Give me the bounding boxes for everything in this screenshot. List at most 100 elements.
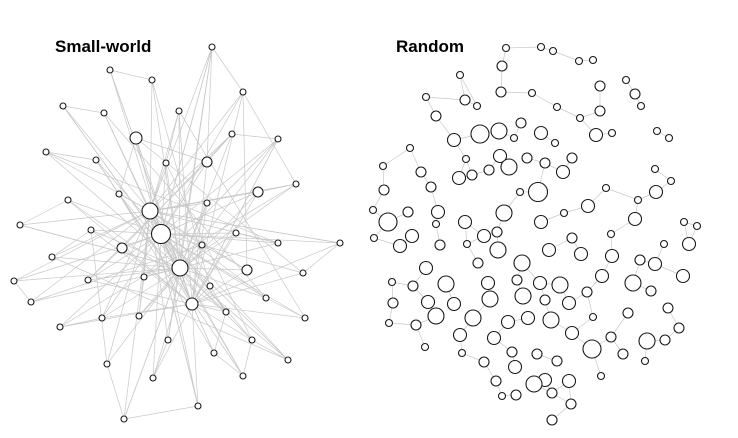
random-node	[501, 43, 511, 53]
small-world-edge	[135, 137, 304, 274]
small-world-node	[87, 226, 95, 234]
small-world-edge	[138, 210, 151, 317]
small-world-edge	[179, 138, 279, 269]
small-world-edge	[178, 110, 306, 319]
small-world-edge	[151, 79, 181, 269]
random-node	[384, 318, 394, 328]
random-node	[662, 302, 674, 314]
random-node	[664, 133, 674, 143]
small-world-node	[208, 43, 216, 51]
small-world-edge	[67, 199, 162, 235]
small-world-edge	[191, 232, 237, 305]
random-edge	[531, 92, 558, 108]
small-world-node	[171, 259, 189, 277]
small-world-edge	[59, 233, 162, 328]
random-node	[378, 161, 388, 171]
random-node	[647, 256, 663, 272]
small-world-node	[106, 66, 114, 74]
small-world-node	[10, 277, 18, 285]
random-node	[431, 219, 441, 229]
small-world-edge	[206, 46, 213, 163]
random-node	[514, 287, 532, 305]
random-node	[633, 195, 643, 205]
small-world-edge	[103, 112, 267, 299]
small-world-node	[120, 415, 128, 423]
small-world-edge	[265, 297, 306, 319]
random-nodes	[368, 42, 702, 426]
random-node	[405, 143, 415, 153]
small-world-edge	[106, 210, 151, 365]
small-world-edge	[160, 233, 289, 361]
small-world-edge	[160, 233, 267, 299]
random-node	[573, 246, 589, 262]
random-node	[457, 348, 467, 358]
small-world-edge	[235, 232, 279, 244]
random-node	[490, 122, 508, 140]
random-node	[675, 268, 691, 284]
random-node	[446, 132, 462, 148]
random-node	[648, 184, 664, 200]
random-node	[478, 356, 490, 368]
small-world-node	[274, 135, 282, 143]
random-node	[452, 327, 468, 343]
random-node	[495, 86, 507, 98]
small-world-edge	[179, 267, 289, 361]
random-node	[636, 101, 646, 111]
small-world-node	[194, 402, 202, 410]
random-node	[457, 214, 473, 230]
small-world-edge	[87, 161, 208, 281]
random-node	[507, 359, 523, 375]
random-node	[472, 101, 482, 111]
small-world-edge	[251, 339, 289, 361]
random-node	[418, 260, 434, 276]
small-world-node	[262, 294, 270, 302]
small-world-edge	[160, 233, 211, 287]
random-node	[513, 254, 531, 272]
small-world-edge	[135, 137, 208, 163]
random-edge	[605, 187, 639, 201]
small-world-node	[301, 314, 309, 322]
small-world-node	[140, 273, 148, 281]
random-node	[532, 275, 548, 291]
small-world-edge	[149, 210, 289, 361]
small-world-edge	[149, 79, 153, 212]
small-world-edge	[51, 256, 289, 361]
small-world-edge	[191, 303, 199, 407]
random-title: Random	[396, 37, 464, 56]
small-world-edge	[149, 210, 248, 271]
random-node	[404, 228, 420, 244]
random-node	[515, 117, 527, 129]
random-node	[437, 275, 455, 293]
small-world-edge	[13, 280, 32, 303]
small-world-node	[241, 264, 253, 276]
small-world-edge	[257, 183, 297, 193]
small-world-edge	[209, 285, 227, 313]
random-edge	[556, 106, 581, 119]
random-node	[430, 204, 446, 220]
small-world-node	[284, 356, 292, 364]
random-node	[559, 208, 569, 218]
small-world-edge	[121, 247, 193, 305]
small-world-edge	[191, 242, 341, 305]
small-world-edge	[51, 229, 92, 258]
random-node	[659, 239, 669, 249]
small-world-node	[203, 199, 211, 207]
small-world-node	[59, 102, 67, 110]
random-node	[421, 92, 431, 102]
random-edge	[382, 147, 411, 167]
random-node	[551, 355, 563, 367]
random-edge	[459, 74, 478, 107]
small-world-node	[16, 221, 24, 229]
small-world-edge	[19, 210, 151, 226]
random-node	[425, 181, 437, 193]
random-node	[588, 312, 598, 322]
small-world-edge	[123, 267, 181, 420]
random-node	[527, 181, 549, 203]
small-world-node	[239, 88, 247, 96]
small-world-edge	[138, 276, 145, 317]
random-node	[566, 152, 578, 164]
random-node	[500, 158, 518, 176]
random-node	[451, 170, 467, 186]
small-world-node	[164, 336, 172, 344]
